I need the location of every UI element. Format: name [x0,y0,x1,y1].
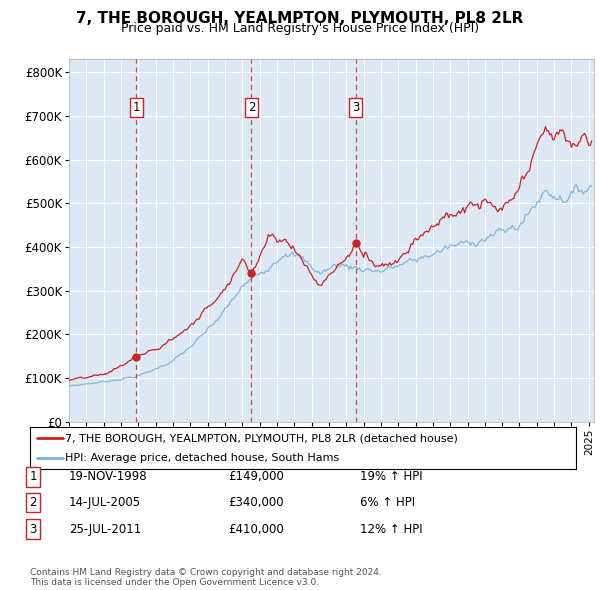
Text: 19-NOV-1998: 19-NOV-1998 [69,470,148,483]
Text: HPI: Average price, detached house, South Hams: HPI: Average price, detached house, Sout… [65,454,340,463]
Text: 1: 1 [29,470,37,483]
Text: 25-JUL-2011: 25-JUL-2011 [69,523,141,536]
Text: 14-JUL-2005: 14-JUL-2005 [69,496,141,509]
Text: Price paid vs. HM Land Registry's House Price Index (HPI): Price paid vs. HM Land Registry's House … [121,22,479,35]
Text: 7, THE BOROUGH, YEALMPTON, PLYMOUTH, PL8 2LR (detached house): 7, THE BOROUGH, YEALMPTON, PLYMOUTH, PL8… [65,434,458,444]
Text: 6% ↑ HPI: 6% ↑ HPI [360,496,415,509]
Text: £149,000: £149,000 [228,470,284,483]
Text: 3: 3 [352,100,359,114]
Text: 2: 2 [29,496,37,509]
Text: 3: 3 [29,523,37,536]
Text: 1: 1 [133,100,140,114]
Text: 12% ↑ HPI: 12% ↑ HPI [360,523,422,536]
Text: £340,000: £340,000 [228,496,284,509]
Text: 7, THE BOROUGH, YEALMPTON, PLYMOUTH, PL8 2LR: 7, THE BOROUGH, YEALMPTON, PLYMOUTH, PL8… [76,11,524,25]
Text: 2: 2 [248,100,255,114]
Text: 19% ↑ HPI: 19% ↑ HPI [360,470,422,483]
Text: £410,000: £410,000 [228,523,284,536]
Text: Contains HM Land Registry data © Crown copyright and database right 2024.
This d: Contains HM Land Registry data © Crown c… [30,568,382,587]
